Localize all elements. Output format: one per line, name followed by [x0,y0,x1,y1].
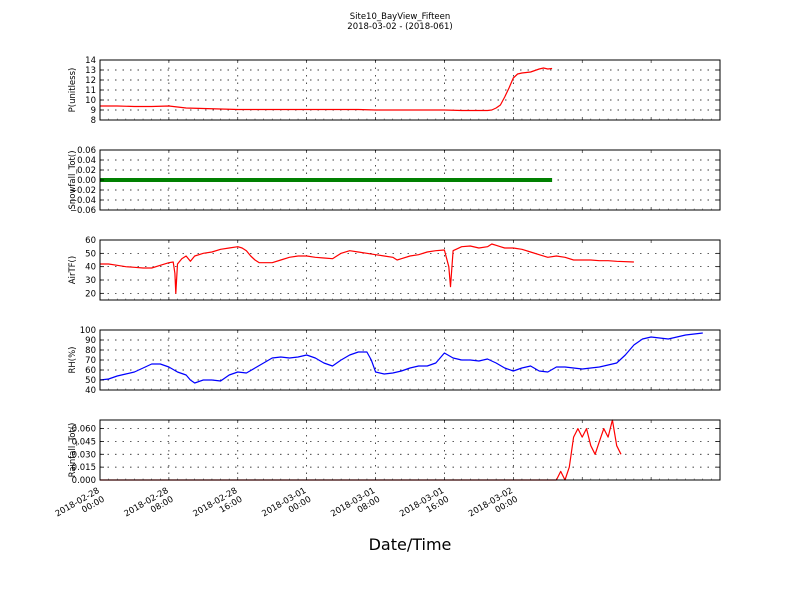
y-tick-label: 0.06 [77,146,96,156]
y-tick-label: 0.000 [72,476,96,486]
y-axis-label: RH(%) [68,346,78,373]
y-tick-label: 90 [85,336,96,346]
y-tick-label: 60 [85,236,96,246]
y-tick-label: 60 [85,366,96,376]
y-tick-label: 50 [85,249,96,259]
y-tick-label: 10 [85,96,96,106]
subplot-frame [99,239,721,301]
y-tick-label: 40 [85,263,96,273]
y-axis-label: P(unitless) [68,68,78,113]
subplot-2: −0.06−0.04−0.020.000.020.040.06Snowfall_… [68,146,721,216]
y-axis-label: AirTF() [68,256,78,284]
y-tick-label: 8 [91,116,96,126]
subplot-3: 20 30 40 50 60 AirTF() [68,236,721,301]
y-tick-label: 0.030 [72,450,96,460]
y-tick-label: 14 [85,56,96,66]
series-line-4-1 [99,332,703,384]
y-tick-label: 9 [91,106,96,116]
y-tick-label: 70 [85,356,96,366]
figure-title: Site10_BayView_Fifteen [350,12,451,22]
series-line-1-1 [100,67,553,112]
subplots: 891011121314P(unitless)−0.06−0.04−0.020.… [68,56,721,486]
subplot-frame [99,419,721,481]
y-axis-label: Snowfall_Tot() [68,150,78,209]
subplot-frame [99,59,721,121]
y-tick-label: 80 [85,346,96,356]
y-axis-label: Rainfall_Tot() [68,423,78,478]
series-line-3-1 [100,243,634,294]
y-tick-label: 0.04 [77,156,96,166]
y-tick-label: 0.00 [77,176,96,186]
x-axis-label: Date/Time [369,535,452,554]
y-tick-label: 50 [85,376,96,386]
y-tick-label: 11 [85,86,96,96]
y-tick-label: 12 [85,76,96,86]
y-tick-label: −0.04 [70,196,96,206]
figure-subtitle: 2018-03-02 - (2018-061) [347,22,452,32]
series-line-5-1 [100,419,622,481]
y-tick-label: 0.045 [72,437,96,447]
y-tick-label: 30 [85,276,96,286]
y-tick-label: 40 [85,386,96,396]
y-tick-label: 20 [85,289,96,299]
y-tick-label: −0.02 [70,186,96,196]
y-tick-label: 0.060 [72,425,96,435]
y-tick-label: 13 [85,66,96,76]
subplot-frame [99,329,721,391]
y-tick-label: 100 [80,326,96,336]
y-tick-label: −0.06 [70,206,96,216]
y-tick-label: 0.02 [77,166,96,176]
y-tick-label: 0.015 [72,463,96,473]
